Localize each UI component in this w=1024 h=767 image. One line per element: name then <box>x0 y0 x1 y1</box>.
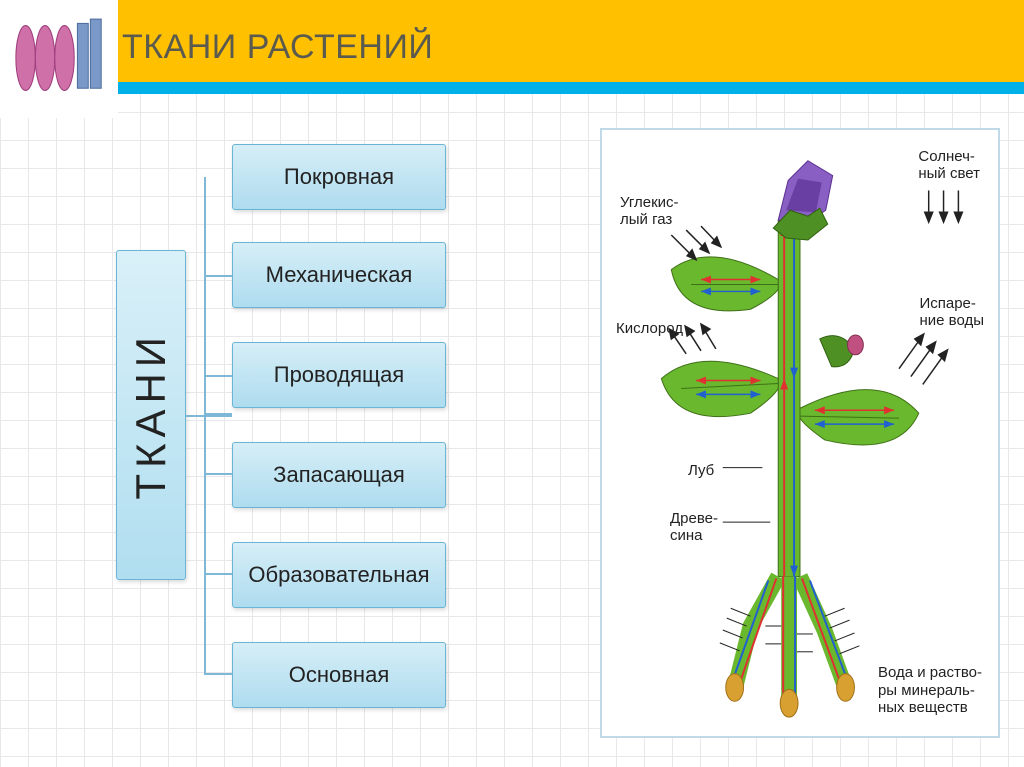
connector <box>204 375 232 377</box>
connector <box>204 177 232 415</box>
connector <box>186 415 206 417</box>
hierarchy-diagram: ТКАНИ Покровная Механическая Проводящая … <box>40 130 580 750</box>
root-node: ТКАНИ <box>116 250 186 580</box>
tissue-thumbnail <box>4 4 112 112</box>
child-label: Запасающая <box>273 462 405 488</box>
connector <box>204 415 232 675</box>
connector <box>204 275 232 277</box>
child-node-2: Проводящая <box>232 342 446 408</box>
root-label: ТКАНИ <box>127 331 175 500</box>
child-node-1: Механическая <box>232 242 446 308</box>
child-node-4: Образовательная <box>232 542 446 608</box>
child-label: Покровная <box>284 164 394 190</box>
cyan-band <box>0 82 1024 94</box>
child-label: Механическая <box>266 262 413 288</box>
child-label: Основная <box>289 662 389 688</box>
leaf-right <box>800 390 919 445</box>
slide-title: ТКАНИ РАСТЕНИЙ <box>122 28 433 67</box>
leaf-mid-left <box>661 361 778 416</box>
child-label: Проводящая <box>274 362 404 388</box>
label-co2: Углекис- лый газ <box>620 194 679 229</box>
label-oxygen: Кислород <box>616 320 683 337</box>
child-node-3: Запасающая <box>232 442 446 508</box>
label-xylem: Древе- сина <box>670 510 718 545</box>
roots <box>720 577 860 718</box>
label-phloem: Луб <box>688 462 714 479</box>
label-evaporation: Испаре- ние воды <box>919 295 984 330</box>
label-sunlight: Солнеч- ный свет <box>918 148 980 183</box>
leaf-top-left <box>671 257 778 311</box>
child-node-5: Основная <box>232 642 446 708</box>
child-label: Образовательная <box>248 562 429 588</box>
plant-panel: Солнеч- ный свет Углекис- лый газ Кислор… <box>600 128 1000 738</box>
label-water: Вода и раство- ры минераль- ных веществ <box>878 664 982 716</box>
child-node-0: Покровная <box>232 144 446 210</box>
